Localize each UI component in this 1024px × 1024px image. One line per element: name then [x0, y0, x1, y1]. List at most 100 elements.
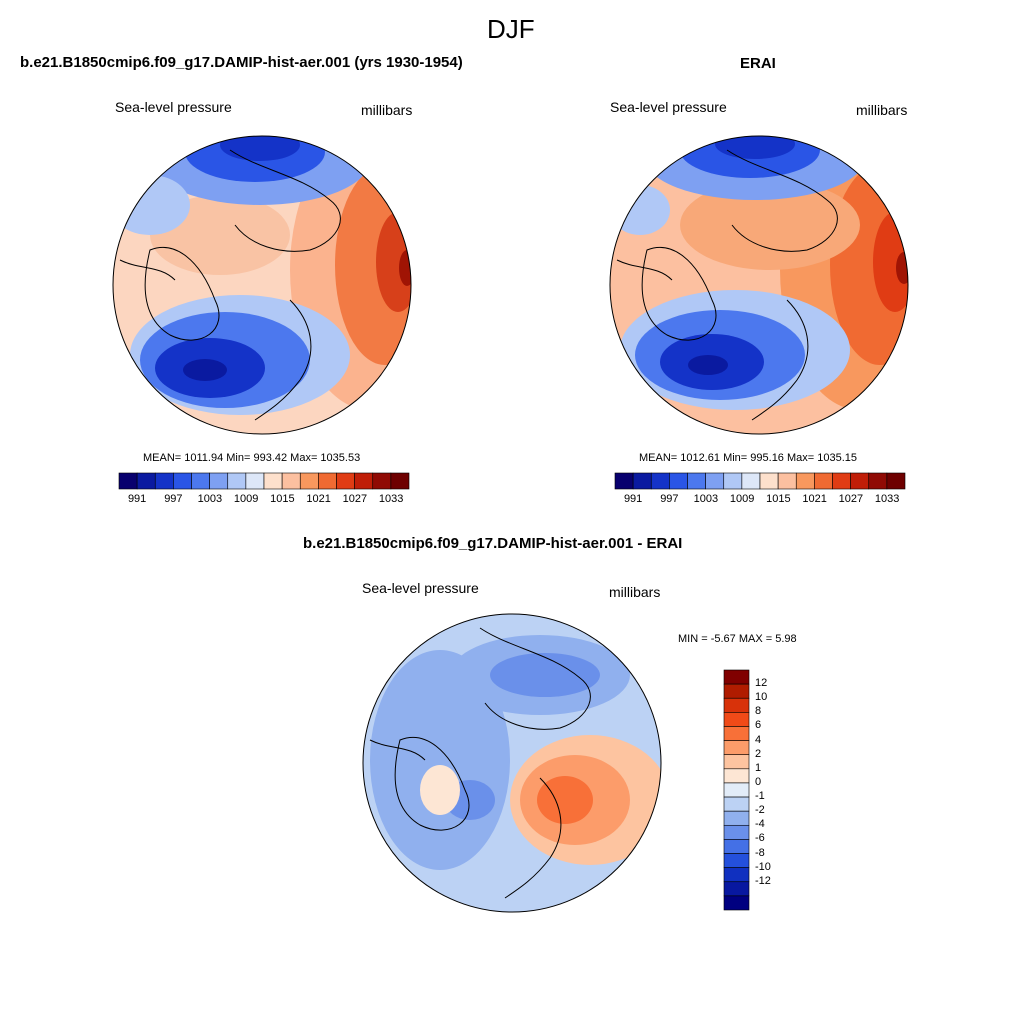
panel2-colorbar-tick-label: 997 [660, 493, 679, 505]
panel2-colorbar-box [650, 472, 670, 490]
panel3-colorbar-tick-label: 2 [755, 747, 762, 760]
panel3-map [362, 613, 662, 913]
panel1-colorbar-box [118, 472, 138, 490]
panel3-map-border [362, 613, 662, 913]
panel1-colorbar-tick-label: 1033 [378, 493, 404, 505]
panel2-title: ERAI [740, 55, 776, 72]
panel2-coastline-greenland [641, 246, 717, 341]
panel1-coastline-america [119, 259, 176, 281]
panel3-colorbar-tick-label: 6 [755, 719, 762, 732]
panel1-colorbar-box [318, 472, 337, 490]
panel1-colorbar-box [281, 472, 301, 490]
panel1-colorbar-box [227, 472, 247, 490]
panel3-colorbar-box [723, 895, 750, 911]
panel3-colorbar-box [723, 839, 750, 854]
panel2-coastline-asia [726, 149, 838, 252]
panel1-colorbar-box [209, 472, 229, 490]
panel3-colorbar [723, 669, 750, 911]
panel2-colorbar-box [886, 472, 906, 490]
panel2-colorbar-tick-label: 1003 [693, 493, 719, 505]
panel3-colorbar-box [723, 669, 750, 685]
panel3-colorbar-box [723, 796, 750, 812]
panel1-colorbar-tick-label: 991 [127, 493, 147, 505]
panel2-pacific-low-core [715, 136, 795, 159]
panel3-colorbar-tick-label: 1 [755, 761, 762, 774]
panel3-positive-core [537, 776, 593, 824]
panel2-colorbar-box [832, 472, 851, 490]
panel2-colorbar-tick-label: 1027 [838, 493, 864, 505]
panel3-colorbar-box [723, 683, 750, 699]
panel1-colorbar-box [173, 472, 192, 490]
panel2-arctic-ridge [680, 180, 860, 270]
panel1-colorbar-tick-label: 1027 [342, 493, 368, 505]
panel3-colorbar-tick-label: 0 [755, 775, 762, 788]
panel1-colorbar-tick-label: 1003 [197, 493, 223, 505]
panel3-coastline-asia [479, 627, 591, 730]
panel2-colorbar-box [795, 472, 815, 490]
panel3-colorbar-tick-label: 4 [755, 733, 762, 746]
panel3-north-negative [490, 653, 600, 697]
panel2-colorbar-box [850, 472, 870, 490]
panel1-colorbar-box [136, 472, 156, 490]
panel3-coastline-greenland [394, 736, 470, 831]
panel2-colorbar-box [669, 472, 688, 490]
panel3-colorbar-box [723, 824, 750, 840]
panel1-stats: MEAN= 1011.94 Min= 993.42 Max= 1035.53 [143, 452, 361, 464]
panel2-stats: MEAN= 1012.61 Min= 995.16 Max= 1035.15 [639, 452, 858, 464]
panel1-colorbar-box [390, 472, 410, 490]
panel1-colorbar-tick-label: 1009 [233, 493, 259, 505]
panel2-atlantic-low-min [688, 355, 728, 375]
panel3-coastline-america [369, 739, 426, 761]
panel3-colorbar-box [723, 768, 750, 784]
panel1-colorbar-tick-label: 1015 [270, 493, 295, 505]
panel3-colorbar-tick-label: -4 [755, 818, 765, 831]
panel3-colorbar-tick-label: 10 [755, 691, 768, 704]
panel2-colorbar-box [723, 472, 743, 490]
panel3-title: b.e21.B1850cmip6.f09_g17.DAMIP-hist-aer.… [303, 535, 683, 552]
panel3-units-label: millibars [609, 584, 661, 600]
panel2-units-label: millibars [856, 102, 908, 118]
panel2-colorbar-box [687, 472, 706, 490]
panel3-colorbar-box [723, 853, 750, 868]
panel3-colorbar-tick-label: 8 [755, 705, 762, 718]
panel2-map [609, 135, 909, 435]
panel1-colorbar-box [354, 472, 374, 490]
panel1-coastline-greenland [144, 246, 220, 341]
panel2-colorbar-tick-label: 991 [623, 493, 643, 505]
panel3-colorbar-box [723, 726, 750, 741]
panel2-colorbar-tick-label: 1015 [766, 493, 791, 505]
panel2-colorbar-box [814, 472, 833, 490]
panel2-colorbar-box [777, 472, 797, 490]
panel2-variable-label: Sea-level pressure [610, 99, 727, 115]
panel3-colorbar-box [723, 810, 750, 826]
panel1-colorbar-box [154, 472, 174, 490]
panel3-stats: MIN = -5.67 MAX = 5.98 [678, 633, 797, 645]
panel3-variable-label: Sea-level pressure [362, 580, 479, 596]
panel2-colorbar [614, 472, 906, 490]
panel1-units-label: millibars [361, 102, 413, 118]
panel3-colorbar-box [723, 712, 750, 727]
panel2-high-core [873, 212, 908, 312]
panel1-atlantic-low-min [183, 359, 227, 381]
panel1-colorbar-tick-label: 1021 [306, 493, 331, 505]
panel3-colorbar-box [723, 697, 750, 713]
panel3-colorbar-box [723, 754, 750, 770]
panel2-high-max [896, 252, 908, 284]
figure-title: DJF [487, 14, 535, 44]
panel3-colorbar-box [723, 782, 750, 798]
panel1-high-max [399, 250, 411, 286]
panel3-colorbar-tick-label: -8 [755, 846, 765, 859]
panel3-coastline-europe [504, 777, 562, 899]
panel3-colorbar-tick-label: -10 [755, 860, 771, 873]
panel2-colorbar-box [632, 472, 652, 490]
panel1-colorbar [118, 472, 410, 490]
panel2-colorbar-box [868, 472, 888, 490]
panel1-colorbar-box [191, 472, 210, 490]
panel1-pacific-low-core [220, 136, 300, 161]
panel3-colorbar-tick-label: -1 [755, 790, 765, 803]
panel3-colorbar-box [723, 881, 750, 897]
panel1-colorbar-box [245, 472, 265, 490]
panel1-colorbar-box [336, 472, 355, 490]
panel1-colorbar-box [299, 472, 319, 490]
